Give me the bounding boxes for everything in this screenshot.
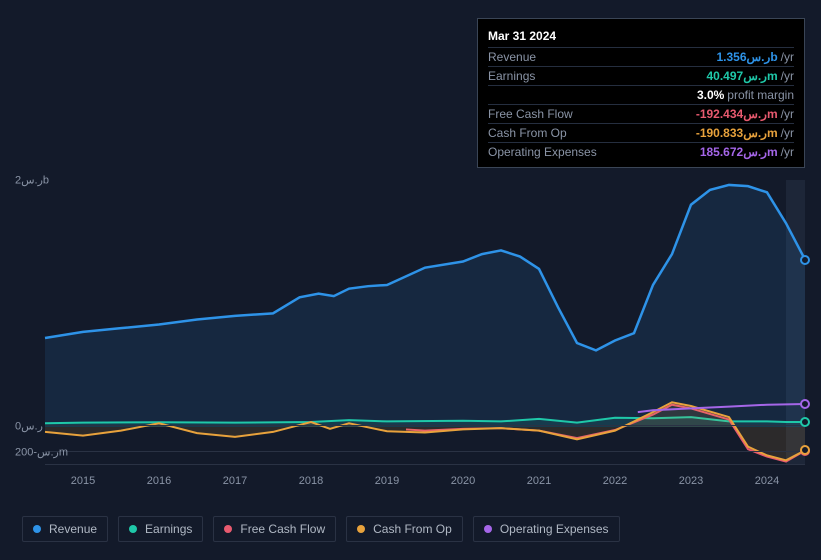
legend-label: Revenue — [49, 522, 97, 536]
series-marker-earnings — [800, 417, 810, 427]
tooltip-row: Free Cash Flow -192.434ر.سm/yr — [488, 104, 794, 123]
tooltip-row: Cash From Op -190.833ر.سm/yr — [488, 123, 794, 142]
legend-label: Operating Expenses — [500, 522, 609, 536]
legend-label: Free Cash Flow — [240, 522, 325, 536]
x-axis-label: 2020 — [451, 475, 475, 487]
legend-item-revenue[interactable]: Revenue — [22, 516, 108, 542]
chart-svg — [45, 180, 805, 464]
tooltip-box: Mar 31 2024 Revenue 1.356ر.سb/yr Earnings 4… — [477, 18, 805, 168]
y-axis-label: ر.س-200m — [15, 446, 68, 459]
chart-area: ر.س2b ر.س0 ر.س-200m 2015 2016 2017 2018 2019 202… — [0, 155, 821, 495]
x-axis-label: 2024 — [755, 475, 779, 487]
legend-swatch — [484, 525, 492, 533]
tooltip-label: Free Cash Flow — [488, 107, 573, 121]
tooltip-value: 3.0%profit margin — [697, 88, 794, 102]
legend: Revenue Earnings Free Cash Flow Cash From O… — [22, 516, 620, 542]
x-axis-label: 2017 — [223, 475, 247, 487]
tooltip-value: 40.497ر.سm/yr — [707, 69, 795, 83]
tooltip-value: -190.833ر.سm/yr — [696, 126, 794, 140]
x-axis-label: 2015 — [71, 475, 95, 487]
tooltip-value: -192.434ر.سm/yr — [696, 107, 794, 121]
legend-swatch — [357, 525, 365, 533]
gridline — [45, 425, 805, 426]
legend-label: Earnings — [145, 522, 192, 536]
legend-item-earnings[interactable]: Earnings — [118, 516, 203, 542]
tooltip-value: 1.356ر.سb/yr — [717, 50, 795, 64]
gridline — [45, 451, 805, 452]
x-axis-label: 2016 — [147, 475, 171, 487]
x-axis-label: 2019 — [375, 475, 399, 487]
tooltip-label: Operating Expenses — [488, 145, 597, 159]
tooltip-value: 185.672ر.سm/yr — [700, 145, 794, 159]
legend-item-opex[interactable]: Operating Expenses — [473, 516, 620, 542]
legend-swatch — [129, 525, 137, 533]
x-axis-label: 2018 — [299, 475, 323, 487]
tooltip-label: Revenue — [488, 50, 536, 64]
plot[interactable] — [45, 180, 805, 465]
tooltip-title: Mar 31 2024 — [488, 25, 794, 47]
tooltip-row: Earnings 40.497ر.سm/yr — [488, 66, 794, 85]
x-axis-label: 2021 — [527, 475, 551, 487]
tooltip-row: Revenue 1.356ر.سb/yr — [488, 47, 794, 66]
tooltip-row: 3.0%profit margin — [488, 85, 794, 104]
series-marker-cash_op — [800, 445, 810, 455]
legend-item-fcf[interactable]: Free Cash Flow — [213, 516, 336, 542]
x-axis-label: 2023 — [679, 475, 703, 487]
tooltip-label: Cash From Op — [488, 126, 567, 140]
y-axis-label: ر.س0 — [15, 420, 43, 433]
series-marker-revenue — [800, 255, 810, 265]
legend-item-cash_op[interactable]: Cash From Op — [346, 516, 463, 542]
legend-label: Cash From Op — [373, 522, 452, 536]
series-marker-opex — [800, 399, 810, 409]
tooltip-label: Earnings — [488, 69, 535, 83]
series-area-revenue — [45, 185, 805, 427]
y-axis-label: ر.س2b — [15, 174, 49, 187]
tooltip-row: Operating Expenses 185.672ر.سm/yr — [488, 142, 794, 161]
x-axis-label: 2022 — [603, 475, 627, 487]
legend-swatch — [224, 525, 232, 533]
legend-swatch — [33, 525, 41, 533]
